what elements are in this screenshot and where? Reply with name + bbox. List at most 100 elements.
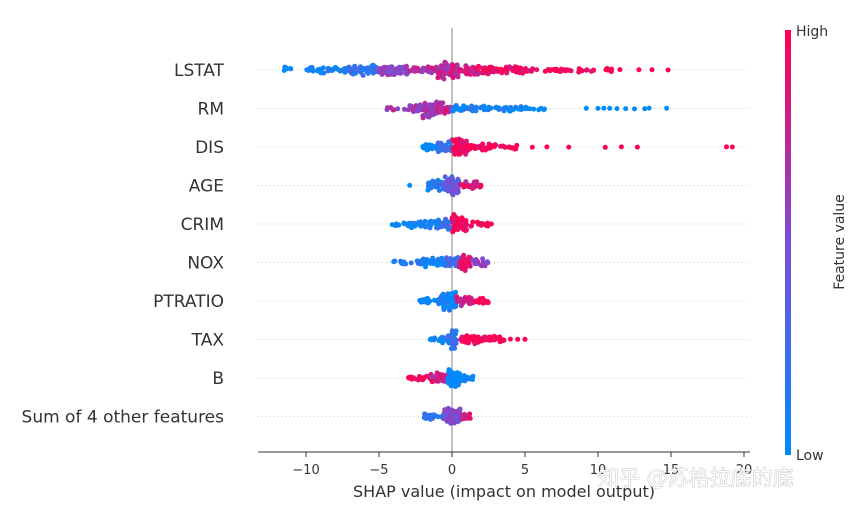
- shap-point: [451, 340, 457, 346]
- shap-point: [415, 106, 421, 112]
- x-tick-label: 0: [448, 463, 456, 478]
- shap-point: [488, 336, 494, 342]
- shap-point: [508, 105, 514, 110]
- shap-point: [405, 223, 411, 229]
- shap-point: [427, 298, 433, 304]
- shap-point: [446, 297, 451, 302]
- shap-point: [409, 376, 415, 382]
- shap-point: [475, 259, 481, 265]
- shap-point: [445, 380, 451, 386]
- shap-point: [518, 65, 523, 71]
- shap-point: [529, 144, 535, 150]
- shap-point: [504, 70, 510, 76]
- shap-point: [393, 66, 399, 72]
- shap-point: [465, 412, 471, 418]
- shap-point: [453, 144, 459, 149]
- shap-point: [446, 369, 452, 375]
- shap-point: [428, 218, 434, 224]
- shap-point: [463, 179, 469, 185]
- shap-point: [642, 106, 648, 112]
- feature-label: B: [212, 369, 224, 389]
- shap-point: [451, 63, 457, 69]
- shap-point: [531, 106, 537, 112]
- shap-point: [444, 255, 449, 261]
- shap-point: [617, 67, 623, 73]
- shap-point: [437, 140, 443, 146]
- shap-point: [507, 64, 512, 70]
- shap-point: [421, 107, 427, 113]
- shap-point: [443, 216, 449, 222]
- shap-point: [534, 67, 540, 73]
- shap-point: [634, 144, 640, 150]
- shap-point: [484, 259, 490, 265]
- shap-point: [485, 300, 491, 306]
- shap-point: [477, 184, 483, 190]
- colorbar-low-label: Low: [796, 448, 824, 464]
- shap-point: [427, 258, 432, 264]
- shap-point: [316, 66, 322, 72]
- feature-label: LSTAT: [174, 61, 225, 81]
- feature-label: CRIM: [181, 215, 224, 235]
- shap-point: [507, 336, 513, 342]
- shap-point: [518, 104, 524, 110]
- shap-point: [450, 374, 456, 380]
- shap-point: [426, 142, 432, 148]
- shap-point: [584, 67, 590, 73]
- shap-point: [391, 72, 397, 78]
- x-tick-label: 20: [736, 463, 753, 478]
- shap-point: [402, 260, 407, 266]
- shap-point: [475, 337, 481, 342]
- shap-point: [479, 338, 485, 344]
- shap-point: [467, 105, 472, 111]
- shap-point: [432, 378, 438, 384]
- shap-point: [491, 67, 497, 72]
- shap-point: [601, 105, 607, 111]
- shap-point: [541, 107, 547, 113]
- shap-point: [382, 70, 388, 76]
- shap-point: [423, 264, 428, 270]
- shap-point: [482, 334, 488, 340]
- shap-point: [398, 70, 404, 76]
- shap-point: [445, 145, 451, 151]
- shap-point: [459, 215, 465, 221]
- shap-point: [724, 144, 729, 150]
- shap-point: [404, 63, 409, 69]
- shap-point: [445, 188, 451, 194]
- colorbar-title: Feature value: [832, 194, 848, 290]
- shap-point: [460, 254, 466, 260]
- shap-point: [410, 223, 416, 229]
- shap-point: [487, 64, 493, 70]
- shap-point: [427, 337, 433, 342]
- shap-point: [458, 106, 464, 112]
- shap-point: [481, 67, 487, 73]
- shap-point: [440, 147, 446, 153]
- feature-label: PTRATIO: [153, 292, 224, 312]
- shap-point: [385, 105, 390, 111]
- shap-point: [426, 114, 432, 120]
- shap-point: [395, 106, 401, 112]
- shap-point: [473, 104, 479, 110]
- shap-point: [577, 67, 583, 73]
- shap-point: [420, 222, 426, 227]
- shap-point: [602, 144, 608, 150]
- shap-point: [455, 74, 461, 80]
- shap-point: [480, 256, 486, 262]
- colorbar-high-label: High: [796, 24, 828, 40]
- shap-point: [566, 144, 572, 150]
- shap-point: [470, 377, 475, 382]
- shap-point: [527, 106, 533, 112]
- shap-point: [595, 105, 601, 111]
- x-tick-label: 5: [521, 463, 529, 478]
- shap-point: [386, 65, 392, 71]
- shap-point: [526, 68, 532, 74]
- shap-point: [304, 67, 310, 73]
- beeswarm-points: [281, 59, 735, 426]
- shap-point: [440, 416, 446, 422]
- shap-point: [514, 142, 520, 148]
- shap-point: [544, 144, 550, 150]
- shap-point: [443, 108, 449, 113]
- shap-point: [463, 183, 469, 189]
- shap-point: [475, 144, 481, 150]
- shap-point: [435, 262, 441, 268]
